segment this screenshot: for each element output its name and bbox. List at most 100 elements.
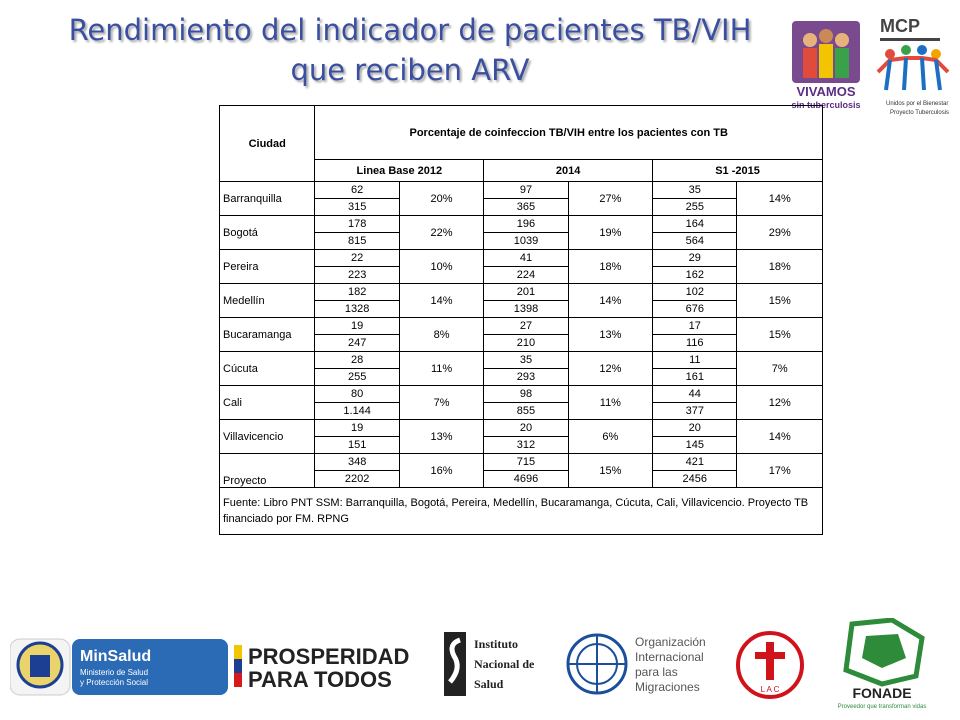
denominator-cell: 4696 [483, 470, 569, 488]
denominator-cell: 162 [652, 266, 738, 284]
percent-cell: 19% [567, 215, 654, 250]
numerator-cell: 22 [314, 249, 400, 267]
numerator-cell: 80 [314, 385, 400, 403]
percent-cell: 16% [398, 453, 485, 488]
coinfection-table: Ciudad Porcentaje de coinfeccion TB/VIH … [218, 104, 823, 535]
denominator-cell: 676 [652, 300, 738, 318]
percent-cell: 13% [567, 317, 654, 352]
city-cell: Bogotá [218, 215, 316, 250]
percent-cell: 29% [736, 215, 823, 250]
percent-cell: 7% [736, 351, 823, 386]
fonade-logo: FONADE Proveedor que transforman vidas [838, 618, 927, 710]
numerator-cell: 98 [483, 385, 569, 403]
minsalud-logo: MinSalud Ministerio de Salud y Protecció… [10, 638, 228, 696]
city-cell: Barranquilla [218, 181, 316, 216]
table-row: 315 365 255 [220, 198, 823, 216]
percent-cell: 8% [398, 317, 485, 352]
city-cell: Proyecto [218, 453, 316, 488]
numerator-cell: 421 [652, 453, 738, 471]
table-row: Barranquilla 62 20% 97 27% 35 14% [218, 181, 823, 216]
denominator-cell: 2456 [652, 470, 738, 488]
period-header: S1 -2015 [652, 159, 823, 182]
header-main: Porcentaje de coinfeccion TB/VIH entre l… [314, 104, 823, 161]
percent-cell: 15% [567, 453, 654, 488]
numerator-cell: 201 [483, 283, 569, 301]
numerator-cell: 35 [483, 351, 569, 369]
denominator-cell: 255 [314, 368, 400, 386]
prosperidad-line2: PARA TODOS [248, 667, 392, 689]
numerator-cell: 196 [483, 215, 569, 233]
denominator-cell: 247 [314, 334, 400, 352]
table-row: Cúcuta 28 11% 35 12% 11 7% [218, 351, 823, 386]
denominator-cell: 116 [652, 334, 738, 352]
ins-line3: Salud [474, 677, 504, 691]
percent-cell: 14% [736, 419, 823, 454]
numerator-cell: 19 [314, 317, 400, 335]
table-row: 1.144 855 377 [220, 402, 823, 420]
table-row: Pereira 22 10% 41 18% 29 18% [218, 249, 823, 284]
numerator-cell: 348 [314, 453, 400, 471]
percent-cell: 14% [567, 283, 654, 318]
city-cell: Pereira [218, 249, 316, 284]
numerator-cell: 41 [483, 249, 569, 267]
numerator-cell: 182 [314, 283, 400, 301]
denominator-cell: 1039 [483, 232, 569, 250]
city-cell: Medellín [218, 283, 316, 318]
oim-line4: Migraciones [635, 680, 700, 694]
mcp-text: MCP [880, 16, 920, 36]
mcp-sub1: Unidos por el Bienestar [886, 101, 948, 107]
minsalud-title: MinSalud [80, 648, 151, 665]
period-header: 2014 [483, 159, 654, 182]
city-cell: Bucaramanga [218, 317, 316, 352]
percent-cell: 22% [398, 215, 485, 250]
ins-line1: Instituto [474, 637, 518, 651]
denominator-cell: 377 [652, 402, 738, 420]
table-row: Cali 80 7% 98 11% 44 12% [218, 385, 823, 420]
denominator-cell: 365 [483, 198, 569, 216]
denominator-cell: 2202 [314, 470, 400, 488]
oim-line2: Internacional [635, 650, 704, 664]
oim-line3: para las [635, 665, 678, 679]
ins-logo: Instituto Nacional de Salud [444, 632, 535, 696]
denominator-cell: 855 [483, 402, 569, 420]
numerator-cell: 28 [314, 351, 400, 369]
numerator-cell: 29 [652, 249, 738, 267]
table-row: 255 293 161 [220, 368, 823, 386]
mcp-logo: MCP Unidos por el Bienestar Proyecto Tub… [876, 16, 950, 116]
percent-cell: 15% [736, 317, 823, 352]
denominator-cell: 151 [314, 436, 400, 454]
source-note: Fuente: Libro PNT SSM: Barranquilla, Bog… [219, 487, 823, 535]
numerator-cell: 164 [652, 215, 738, 233]
oim-line1: Organización [635, 635, 706, 649]
denominator-cell: 293 [483, 368, 569, 386]
denominator-cell: 1398 [483, 300, 569, 318]
lac-logo: L A C [736, 631, 804, 699]
table-row: Medellín 182 14% 201 14% 102 15% [218, 283, 823, 318]
denominator-cell: 564 [652, 232, 738, 250]
minsalud-sub2: y Protección Social [80, 678, 148, 687]
numerator-cell: 97 [483, 181, 569, 199]
numerator-cell: 35 [652, 181, 738, 199]
mcp-sub2: Proyecto Tuberculosis [890, 110, 949, 116]
denominator-cell: 1.144 [314, 402, 400, 420]
ins-line2: Nacional de [474, 657, 535, 671]
denominator-cell: 312 [483, 436, 569, 454]
numerator-cell: 11 [652, 351, 738, 369]
denominator-cell: 315 [314, 198, 400, 216]
denominator-cell: 815 [314, 232, 400, 250]
fonade-text: FONADE [852, 685, 911, 701]
vivamos-text: VIVAMOS [797, 84, 856, 99]
percent-cell: 18% [567, 249, 654, 284]
percent-cell: 7% [398, 385, 485, 420]
title-line-1: Rendimiento del indicador de pacientes T… [68, 13, 752, 47]
percent-cell: 12% [736, 385, 823, 420]
city-cell: Villavicencio [218, 419, 316, 454]
fonade-sub: Proveedor que transforman vidas [838, 704, 927, 710]
percent-cell: 6% [567, 419, 654, 454]
numerator-cell: 178 [314, 215, 400, 233]
percent-cell: 15% [736, 283, 823, 318]
numerator-cell: 715 [483, 453, 569, 471]
minsalud-sub1: Ministerio de Salud [80, 668, 148, 677]
percent-cell: 14% [736, 181, 823, 216]
page-title: Rendimiento del indicador de pacientes T… [40, 10, 780, 90]
